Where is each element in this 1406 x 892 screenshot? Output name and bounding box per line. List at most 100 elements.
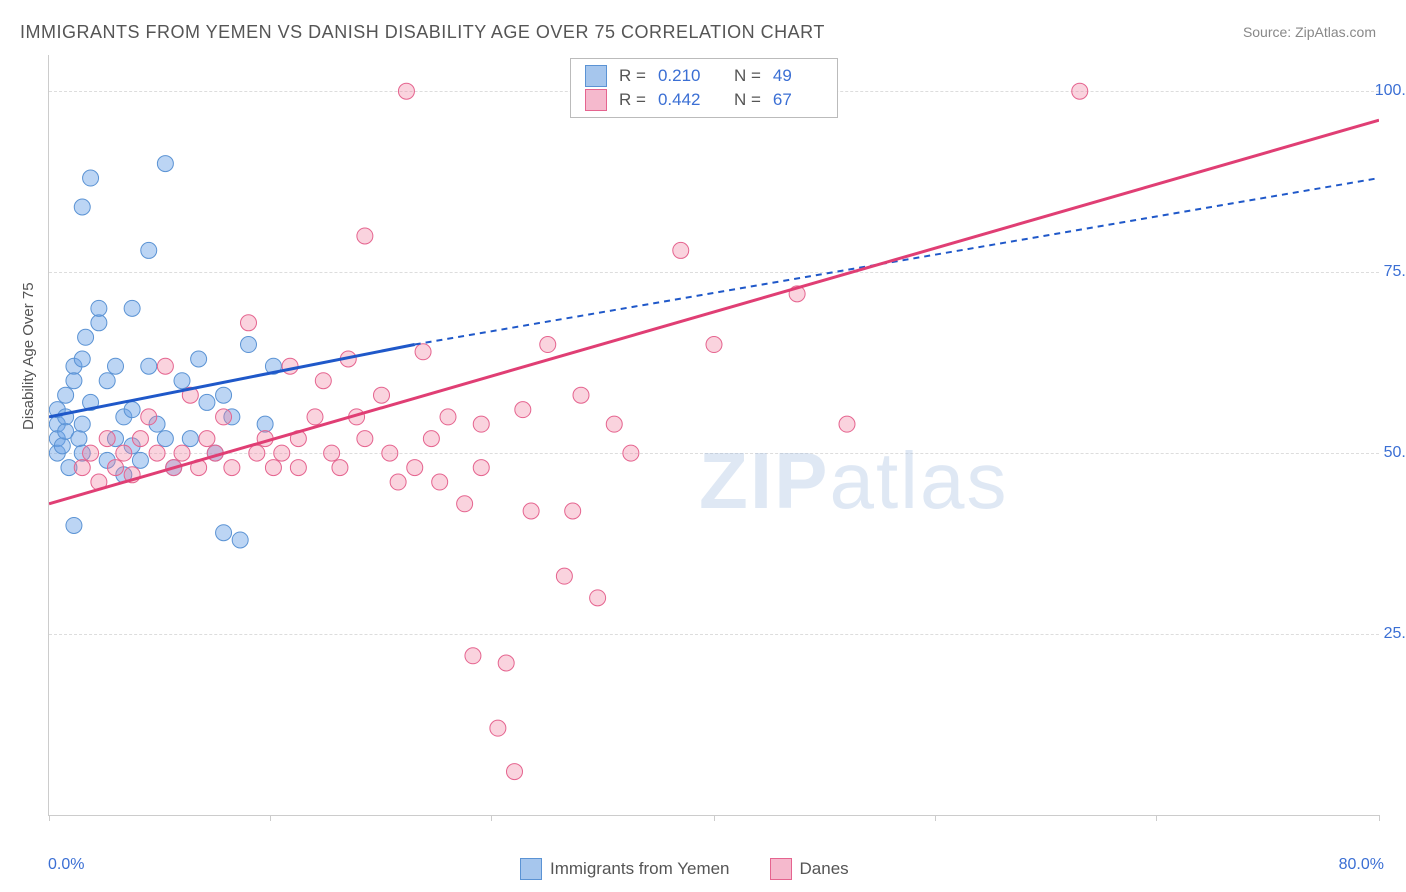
data-point — [490, 720, 506, 736]
legend-item-1: Immigrants from Yemen — [520, 858, 730, 880]
data-point — [465, 648, 481, 664]
data-point — [590, 590, 606, 606]
scatter-svg — [49, 55, 1379, 815]
data-point — [565, 503, 581, 519]
data-point — [199, 431, 215, 447]
data-point — [390, 474, 406, 490]
x-label-right: 80.0% — [1339, 856, 1384, 874]
x-tick — [49, 815, 50, 821]
data-point — [108, 358, 124, 374]
data-point — [523, 503, 539, 519]
data-point — [66, 517, 82, 533]
data-point — [216, 409, 232, 425]
data-point — [839, 416, 855, 432]
data-point — [257, 416, 273, 432]
x-tick — [491, 815, 492, 821]
data-point — [282, 358, 298, 374]
data-point — [157, 156, 173, 172]
r-label: R = — [619, 66, 646, 86]
n-label: N = — [734, 66, 761, 86]
data-point — [357, 431, 373, 447]
data-point — [116, 445, 132, 461]
data-point — [124, 300, 140, 316]
data-point — [290, 460, 306, 476]
data-point — [457, 496, 473, 512]
data-point — [515, 402, 531, 418]
data-point — [174, 445, 190, 461]
data-point — [91, 300, 107, 316]
data-point — [374, 387, 390, 403]
data-point — [83, 170, 99, 186]
data-point — [706, 337, 722, 353]
x-tick — [935, 815, 936, 821]
data-point — [398, 83, 414, 99]
data-point — [54, 438, 70, 454]
data-point — [440, 409, 456, 425]
data-point — [132, 431, 148, 447]
data-point — [357, 228, 373, 244]
data-point — [124, 402, 140, 418]
data-point — [83, 445, 99, 461]
x-label-left: 0.0% — [48, 856, 84, 874]
data-point — [74, 199, 90, 215]
trend-line-extension — [415, 178, 1379, 344]
data-point — [540, 337, 556, 353]
data-point — [91, 315, 107, 331]
legend-row-series2: R = 0.442 N = 67 — [585, 89, 823, 111]
data-point — [274, 445, 290, 461]
data-point — [157, 358, 173, 374]
data-point — [191, 351, 207, 367]
swatch-series1-b — [520, 858, 542, 880]
data-point — [1072, 83, 1088, 99]
data-point — [216, 525, 232, 541]
n-value-2: 67 — [773, 90, 823, 110]
trend-line — [49, 120, 1379, 504]
n-label: N = — [734, 90, 761, 110]
data-point — [623, 445, 639, 461]
source-label: Source: ZipAtlas.com — [1243, 24, 1376, 40]
data-point — [315, 373, 331, 389]
x-tick — [714, 815, 715, 821]
data-point — [573, 387, 589, 403]
data-point — [473, 416, 489, 432]
legend-row-series1: R = 0.210 N = 49 — [585, 65, 823, 87]
data-point — [324, 445, 340, 461]
data-point — [71, 431, 87, 447]
data-point — [108, 460, 124, 476]
data-point — [606, 416, 622, 432]
series-name-1: Immigrants from Yemen — [550, 859, 730, 879]
data-point — [241, 337, 257, 353]
data-point — [382, 445, 398, 461]
x-tick — [1156, 815, 1157, 821]
data-point — [224, 460, 240, 476]
series-name-2: Danes — [800, 859, 849, 879]
correlation-legend: R = 0.210 N = 49 R = 0.442 N = 67 — [570, 58, 838, 118]
data-point — [141, 242, 157, 258]
data-point — [673, 242, 689, 258]
x-tick — [270, 815, 271, 821]
data-point — [66, 373, 82, 389]
data-point — [99, 373, 115, 389]
data-point — [498, 655, 514, 671]
data-point — [157, 431, 173, 447]
data-point — [432, 474, 448, 490]
chart-plot-area: ZIPatlas 25.0%50.0%75.0%100.0% — [48, 55, 1379, 816]
data-point — [199, 394, 215, 410]
data-point — [58, 387, 74, 403]
data-point — [249, 445, 265, 461]
n-value-1: 49 — [773, 66, 823, 86]
chart-title: IMMIGRANTS FROM YEMEN VS DANISH DISABILI… — [20, 22, 825, 43]
y-axis-label: Disability Age Over 75 — [20, 282, 37, 430]
data-point — [74, 416, 90, 432]
data-point — [556, 568, 572, 584]
data-point — [174, 373, 190, 389]
r-value-2: 0.442 — [658, 90, 708, 110]
data-point — [307, 409, 323, 425]
swatch-series2-b — [770, 858, 792, 880]
data-point — [415, 344, 431, 360]
x-tick — [1379, 815, 1380, 821]
data-point — [141, 409, 157, 425]
data-point — [74, 351, 90, 367]
data-point — [241, 315, 257, 331]
swatch-series2 — [585, 89, 607, 111]
